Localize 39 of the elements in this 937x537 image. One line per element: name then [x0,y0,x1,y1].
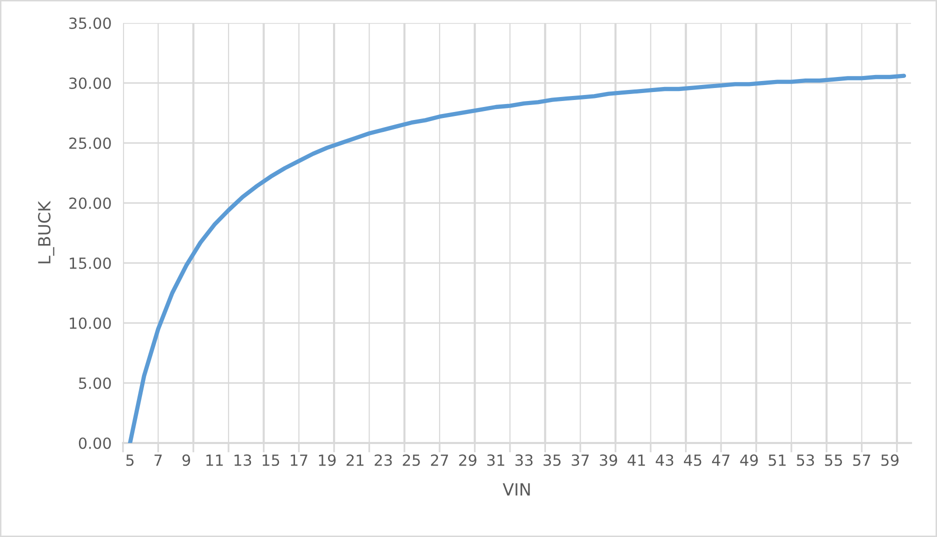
x-tick-label: 29 [459,454,476,466]
x-tick-label: 57 [853,454,870,466]
y-tick-label: 25.00 [69,137,111,150]
x-tick-label: 51 [768,454,786,466]
x-tick-label: 19 [318,454,336,466]
x-tick-label: 55 [825,454,842,466]
x-axis-title: VIN [502,483,530,496]
x-tick-label: 17 [290,454,308,466]
y-tick-label: 20.00 [69,197,111,210]
y-tick-label: 5.00 [79,377,111,390]
x-tick-label: 7 [154,454,162,466]
x-tick-label: 31 [487,454,504,466]
y-axis-title: L_BUCK [38,200,54,264]
x-tick-label: 25 [402,454,420,466]
x-tick-label: 9 [182,454,190,466]
x-tick-label: 39 [600,454,618,466]
x-tick-label: 5 [126,454,134,466]
x-tick-label: 53 [796,454,814,466]
y-tick-label: 10.00 [70,317,111,330]
x-tick-label: 37 [572,454,589,466]
y-tick-label: 35.00 [69,17,111,30]
x-tick-label: 15 [262,454,280,466]
x-tick-label: 13 [234,454,252,466]
x-tick-label: 41 [628,454,645,466]
x-tick-label: 33 [515,454,533,466]
x-tick-label: 27 [431,454,448,466]
x-tick-label: 43 [656,454,674,466]
y-tick-label: 30.00 [69,77,111,90]
x-tick-label: 23 [374,454,392,466]
x-tick-label: 47 [712,454,730,466]
x-tick-label: 59 [881,454,899,466]
x-tick-label: 45 [684,454,702,466]
y-tick-label: 15.00 [70,257,111,270]
x-tick-label: 21 [346,454,364,466]
y-tick-label: 0.00 [78,437,111,450]
x-tick-label: 49 [740,454,758,466]
x-tick-label: 11 [206,454,223,466]
x-tick-label: 35 [544,454,561,466]
line-series [128,74,906,443]
